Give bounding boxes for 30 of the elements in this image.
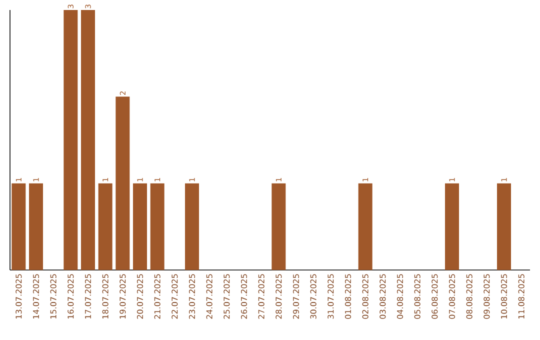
x-tick-label: 31.07.2025	[328, 274, 334, 319]
x-tick-label: 10.08.2025	[500, 274, 508, 318]
x-tick-label: 24.07.2025	[206, 274, 212, 319]
x-tick-label: 13.07.2025	[16, 274, 22, 318]
x-tick-label: 15.07.2025	[50, 274, 56, 318]
x-tick-label: 18.07.2025	[102, 274, 108, 318]
x-tick-label: 21.07.2025	[154, 274, 160, 319]
x-tick-label: 11.08.2025	[518, 274, 524, 318]
x-tick-label: 04.08.2025	[396, 274, 404, 319]
x-tick-label: 22.07.2025	[172, 274, 178, 319]
x-tick-label: 19.07.2025	[120, 274, 126, 318]
x-tick-label: 23.07.2025	[188, 274, 196, 319]
x-tick-label: 16.07.2025	[68, 274, 74, 318]
x-tick-label: 02.08.2025	[362, 274, 368, 319]
x-tick-label: 07.08.2025	[448, 274, 456, 319]
x-tick-label: 26.07.2025	[240, 274, 248, 319]
x-tick-label: 20.07.2025	[136, 274, 144, 319]
x-tick-label: 28.07.2025	[276, 274, 282, 319]
x-tick-label: 25.07.2025	[224, 274, 230, 319]
x-tick-label: 30.07.2025	[310, 274, 316, 319]
x-tick-label: 09.08.2025	[484, 274, 490, 319]
x-tick-label: 05.08.2025	[414, 274, 420, 319]
x-tick-label: 01.08.2025	[344, 274, 352, 319]
x-tick-label: 17.07.2025	[84, 274, 92, 318]
x-tick-label: 27.07.2025	[258, 274, 264, 319]
x-tick-label: 14.07.2025	[32, 274, 40, 318]
x-tick-label: 29.07.2025	[292, 274, 300, 319]
x-tick-label: 06.08.2025	[432, 274, 438, 319]
x-tick-label: 08.08.2025	[466, 274, 472, 319]
x-tick-label: 03.08.2025	[380, 274, 386, 319]
